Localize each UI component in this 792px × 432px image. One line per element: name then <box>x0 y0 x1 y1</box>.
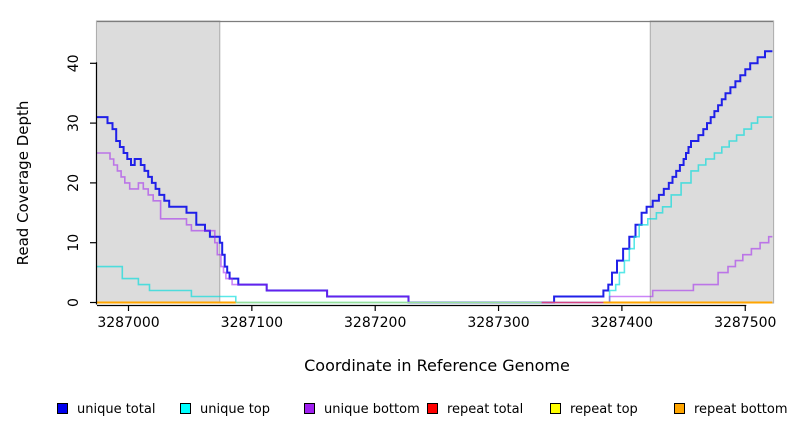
legend-item-unique-total: unique total <box>57 399 155 417</box>
x-tick-label: 3287300 <box>467 315 529 331</box>
legend-item-repeat-top: repeat top <box>550 399 638 417</box>
legend-label: repeat bottom <box>694 402 788 417</box>
y-tick-label: 30 <box>66 114 82 132</box>
legend-swatch <box>550 403 561 414</box>
right-repeat-region <box>649 20 775 304</box>
y-axis-title: Read Coverage Depth <box>14 101 32 266</box>
x-tick-label: 3287000 <box>97 315 159 331</box>
x-tick-label: 3287200 <box>344 315 406 331</box>
y-tick-label: 10 <box>66 234 82 252</box>
x-tick-label: 3287500 <box>714 315 776 331</box>
legend-label: unique total <box>77 402 156 417</box>
legend-swatch <box>57 403 68 414</box>
legend-item-repeat-total: repeat total <box>427 399 523 417</box>
series-unique-bottom <box>96 152 773 304</box>
legend-swatch <box>427 403 438 414</box>
legend-item-repeat-bottom: repeat bottom <box>674 399 788 417</box>
legend-label: unique top <box>200 402 271 417</box>
legend-label: unique bottom <box>324 402 420 417</box>
series-unique-top <box>96 116 773 304</box>
left-repeat-region <box>95 20 221 304</box>
y-tick-label: 20 <box>66 174 82 192</box>
legend-label: repeat top <box>570 402 638 417</box>
y-tick-label: 0 <box>66 298 82 307</box>
x-tick-label: 3287100 <box>221 315 283 331</box>
legend-swatch <box>304 403 315 414</box>
legend-item-unique-bottom: unique bottom <box>304 399 420 417</box>
legend: unique total unique top unique bottom repea… <box>0 399 792 419</box>
x-axis-title: Coordinate in Reference Genome <box>304 356 570 375</box>
legend-item-unique-top: unique top <box>180 399 270 417</box>
legend-label: repeat total <box>447 402 524 417</box>
y-tick-label: 40 <box>66 54 82 72</box>
legend-swatch <box>180 403 191 414</box>
x-tick-label: 3287400 <box>591 315 653 331</box>
legend-swatch <box>674 403 685 414</box>
series-unique-total <box>96 50 773 304</box>
